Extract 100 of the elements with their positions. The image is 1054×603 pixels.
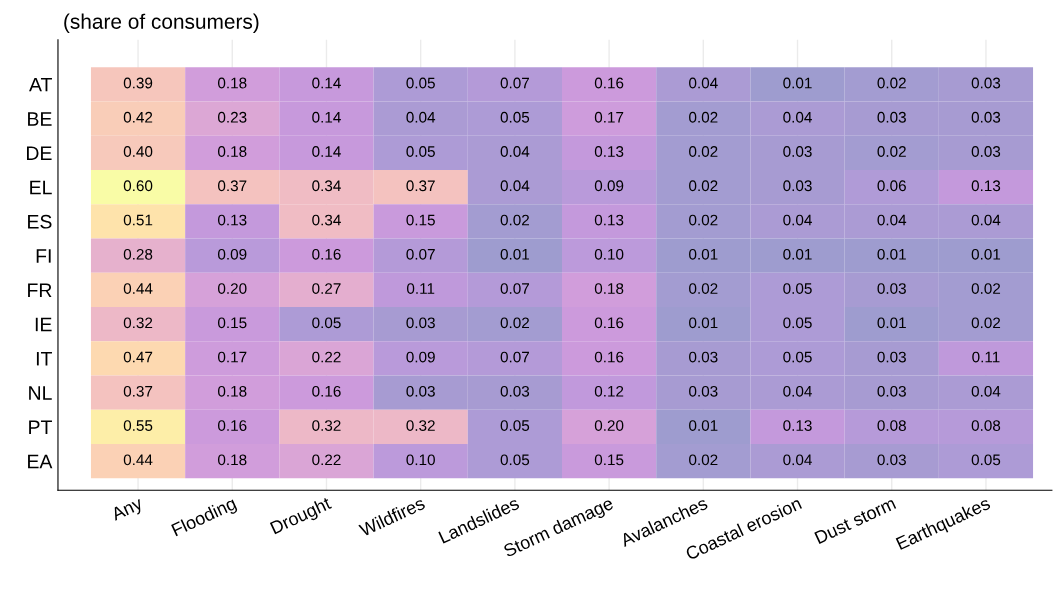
data-label: 0.02 xyxy=(689,283,718,294)
data-label: 0.44 xyxy=(123,283,153,294)
data-label: 0.07 xyxy=(500,351,529,363)
data-label: 0.02 xyxy=(971,317,1001,329)
data-label: 0.20 xyxy=(217,283,247,294)
data-label: 0.02 xyxy=(689,111,718,123)
data-label: 0.01 xyxy=(971,248,1001,260)
data-label: 0.27 xyxy=(312,283,341,294)
y-tick-label: EA xyxy=(28,454,53,469)
data-label: 0.16 xyxy=(594,77,624,89)
data-label: 0.22 xyxy=(312,351,341,363)
data-label: 0.13 xyxy=(217,214,247,226)
y-tick-label: DE xyxy=(27,146,52,160)
data-label: 0.01 xyxy=(689,420,718,431)
data-label: 0.01 xyxy=(689,248,718,260)
data-label: 0.09 xyxy=(217,248,247,260)
data-label: 0.05 xyxy=(783,283,812,294)
data-label: 0.04 xyxy=(971,214,1001,226)
data-label: 0.60 xyxy=(123,180,153,192)
y-tick-label: IT xyxy=(36,352,52,366)
data-label: 0.04 xyxy=(689,77,718,89)
data-label: 0.06 xyxy=(877,180,906,192)
y-axis-title: (share of consumers) xyxy=(64,13,259,34)
data-label: 0.15 xyxy=(406,214,435,226)
data-label: 0.04 xyxy=(783,214,812,226)
y-tick-label: NL xyxy=(29,386,52,400)
data-label: 0.02 xyxy=(689,146,718,157)
data-label: 0.03 xyxy=(971,77,1001,89)
data-label: 0.01 xyxy=(877,317,906,329)
data-label: 0.10 xyxy=(594,248,624,260)
data-label: 0.05 xyxy=(500,454,530,466)
data-label: 0.17 xyxy=(217,351,247,363)
y-tick-label: EL xyxy=(30,180,52,195)
data-label: 0.32 xyxy=(123,317,153,329)
data-label: 0.03 xyxy=(877,385,906,397)
data-label: 0.16 xyxy=(594,317,624,329)
data-label: 0.17 xyxy=(594,111,624,123)
data-label: 0.01 xyxy=(689,317,718,329)
data-label: 0.23 xyxy=(217,111,247,123)
data-label: 0.37 xyxy=(406,180,435,192)
data-label: 0.03 xyxy=(689,351,718,363)
data-label: 0.40 xyxy=(123,146,153,157)
data-label: 0.02 xyxy=(689,454,718,466)
data-label: 0.03 xyxy=(689,385,718,397)
data-label: 0.04 xyxy=(500,180,530,192)
data-label: 0.51 xyxy=(123,214,153,226)
data-label: 0.32 xyxy=(406,420,435,431)
data-label: 0.15 xyxy=(217,317,247,329)
data-label: 0.47 xyxy=(123,351,153,363)
data-label: 0.01 xyxy=(877,248,906,260)
data-label: 0.03 xyxy=(406,317,435,329)
data-label: 0.09 xyxy=(594,180,624,192)
data-label: 0.05 xyxy=(971,454,1001,466)
data-label: 0.44 xyxy=(123,454,153,466)
data-label: 0.13 xyxy=(971,180,1001,192)
data-label: 0.04 xyxy=(783,111,812,123)
data-label: 0.16 xyxy=(594,351,624,363)
data-label: 0.11 xyxy=(406,283,435,294)
y-tick-label: BE xyxy=(28,112,52,126)
data-label: 0.13 xyxy=(594,146,624,157)
data-label: 0.04 xyxy=(406,111,436,123)
data-label: 0.16 xyxy=(217,420,247,431)
data-label: 0.04 xyxy=(500,146,530,157)
data-label: 0.39 xyxy=(123,77,153,89)
data-label: 0.12 xyxy=(594,385,624,397)
data-label: 0.22 xyxy=(312,454,341,466)
x-tick-label: Dust storm xyxy=(814,496,897,545)
data-label: 0.03 xyxy=(783,180,812,192)
y-tick-label: PT xyxy=(29,420,52,434)
data-label: 0.14 xyxy=(312,77,341,89)
data-label: 0.03 xyxy=(971,111,1001,123)
data-label: 0.13 xyxy=(783,420,812,431)
data-label: 0.34 xyxy=(312,180,341,192)
data-label: 0.14 xyxy=(312,111,341,123)
data-label: 0.18 xyxy=(217,77,247,89)
data-label: 0.16 xyxy=(312,385,341,397)
data-label: 0.13 xyxy=(594,214,624,226)
data-label: 0.01 xyxy=(783,77,812,89)
data-label: 0.32 xyxy=(312,420,341,431)
data-label: 0.14 xyxy=(312,146,341,157)
x-tick-label: Any xyxy=(110,496,146,525)
data-label: 0.04 xyxy=(783,385,812,397)
data-label: 0.02 xyxy=(689,180,718,192)
data-label: 0.01 xyxy=(783,248,812,260)
data-label: 0.16 xyxy=(312,248,341,260)
data-label: 0.03 xyxy=(783,146,812,157)
data-label: 0.05 xyxy=(312,317,341,329)
data-label: 0.07 xyxy=(406,248,435,260)
y-tick-label: FI xyxy=(36,249,51,263)
data-label: 0.37 xyxy=(123,385,153,397)
data-label: 0.08 xyxy=(971,420,1001,431)
data-label: 0.05 xyxy=(783,351,812,363)
data-label: 0.02 xyxy=(500,214,529,226)
data-label: 0.11 xyxy=(972,351,1000,363)
data-label: 0.02 xyxy=(500,317,529,329)
data-label: 0.07 xyxy=(500,283,529,294)
y-tick-label: AT xyxy=(29,78,52,92)
data-label: 0.01 xyxy=(500,248,530,260)
data-label: 0.03 xyxy=(971,146,1001,157)
data-label: 0.37 xyxy=(217,180,247,192)
